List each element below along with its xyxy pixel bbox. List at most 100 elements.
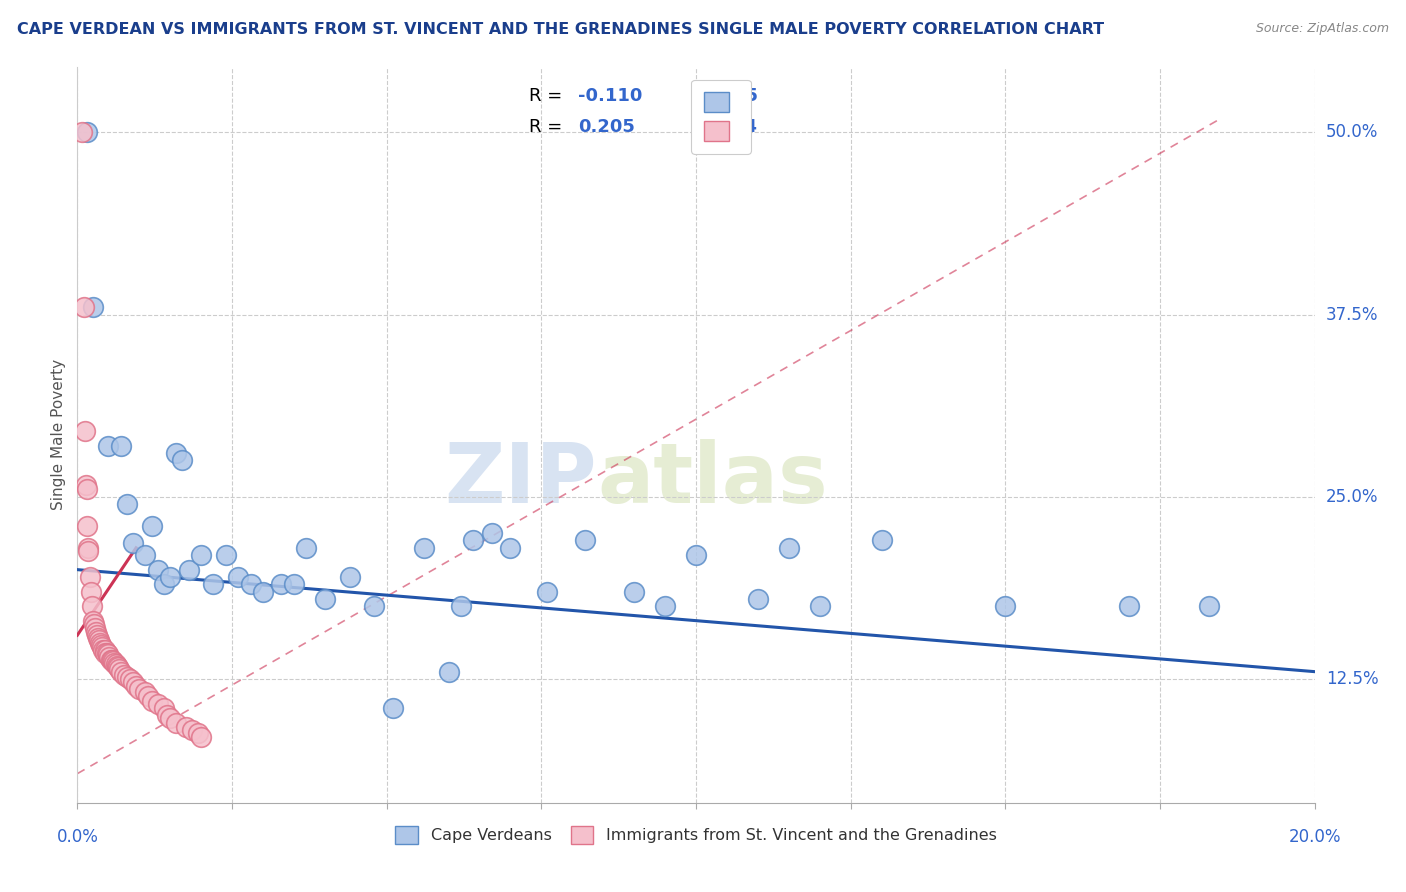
Point [295, 541, 318, 555]
Text: R =: R = [529, 87, 568, 105]
Point [97, 439, 120, 453]
Point [122, 674, 145, 689]
Point [177, 563, 200, 577]
Point [138, 690, 160, 704]
Text: atlas: atlas [598, 439, 828, 519]
Point [654, 599, 676, 613]
Point [381, 701, 404, 715]
Text: CAPE VERDEAN VS IMMIGRANTS FROM ST. VINCENT AND THE GRENADINES SINGLE MALE POVER: CAPE VERDEAN VS IMMIGRANTS FROM ST. VINC… [17, 22, 1104, 37]
Point [202, 577, 225, 591]
Point [252, 584, 274, 599]
Point [499, 541, 522, 555]
Point [107, 660, 129, 674]
Point [82, 301, 104, 315]
Point [1118, 599, 1140, 613]
Point [190, 548, 212, 562]
Text: ZIP: ZIP [444, 439, 598, 519]
Point [437, 665, 460, 679]
Point [239, 577, 262, 591]
Point [91, 642, 114, 657]
Point [134, 685, 156, 699]
Point [76, 519, 98, 533]
Point [165, 446, 187, 460]
Point [165, 715, 187, 730]
Point [80, 584, 103, 599]
Text: 45: 45 [733, 87, 758, 105]
Point [103, 655, 125, 669]
Point [84, 625, 107, 640]
Point [93, 642, 115, 657]
Point [115, 671, 138, 685]
Point [481, 526, 503, 541]
Point [87, 632, 110, 647]
Point [97, 647, 120, 661]
Point [339, 570, 361, 584]
Text: 0.0%: 0.0% [56, 828, 98, 846]
Point [101, 653, 124, 667]
Point [98, 650, 121, 665]
Point [146, 563, 169, 577]
Text: Source: ZipAtlas.com: Source: ZipAtlas.com [1256, 22, 1389, 36]
Text: 37.5%: 37.5% [1326, 306, 1378, 324]
Point [82, 599, 104, 613]
Point [1198, 599, 1220, 613]
Point [187, 726, 209, 740]
Point [75, 478, 97, 492]
Point [73, 424, 96, 438]
Point [83, 621, 105, 635]
Point [412, 541, 434, 555]
Point [146, 697, 169, 711]
Text: 50.0%: 50.0% [1326, 123, 1378, 142]
Point [96, 646, 118, 660]
Point [156, 708, 179, 723]
Point [104, 657, 127, 672]
Point [623, 584, 645, 599]
Point [77, 543, 100, 558]
Point [110, 665, 132, 679]
Point [450, 599, 472, 613]
Point [72, 301, 94, 315]
Text: 0.205: 0.205 [578, 119, 636, 136]
Point [685, 548, 707, 562]
Point [141, 694, 163, 708]
Text: N =: N = [690, 119, 730, 136]
Point [82, 614, 104, 628]
Point [463, 533, 485, 548]
Text: 54: 54 [733, 119, 758, 136]
Point [72, 126, 94, 140]
Point [128, 682, 150, 697]
Text: -0.110: -0.110 [578, 87, 643, 105]
Text: 12.5%: 12.5% [1326, 670, 1378, 688]
Point [159, 570, 181, 584]
Point [105, 658, 128, 673]
Point [76, 483, 98, 497]
Point [778, 541, 800, 555]
Point [110, 439, 132, 453]
Text: R =: R = [529, 119, 568, 136]
Text: 25.0%: 25.0% [1326, 488, 1378, 506]
Point [118, 672, 141, 686]
Point [180, 723, 202, 737]
Point [190, 730, 212, 744]
Point [76, 541, 98, 555]
Y-axis label: Single Male Poverty: Single Male Poverty [51, 359, 66, 510]
Point [86, 628, 108, 642]
Point [89, 635, 111, 649]
Point [870, 533, 893, 548]
Point [103, 656, 125, 670]
Point [747, 591, 769, 606]
Point [226, 570, 249, 584]
Point [153, 701, 176, 715]
Point [153, 577, 176, 591]
Point [87, 631, 110, 645]
Point [83, 616, 105, 631]
Point [115, 497, 138, 511]
Point [215, 548, 238, 562]
Point [270, 577, 292, 591]
Text: 20.0%: 20.0% [1288, 828, 1341, 846]
Point [122, 536, 145, 550]
Point [141, 519, 163, 533]
Point [108, 662, 131, 676]
Point [125, 679, 148, 693]
Point [994, 599, 1017, 613]
